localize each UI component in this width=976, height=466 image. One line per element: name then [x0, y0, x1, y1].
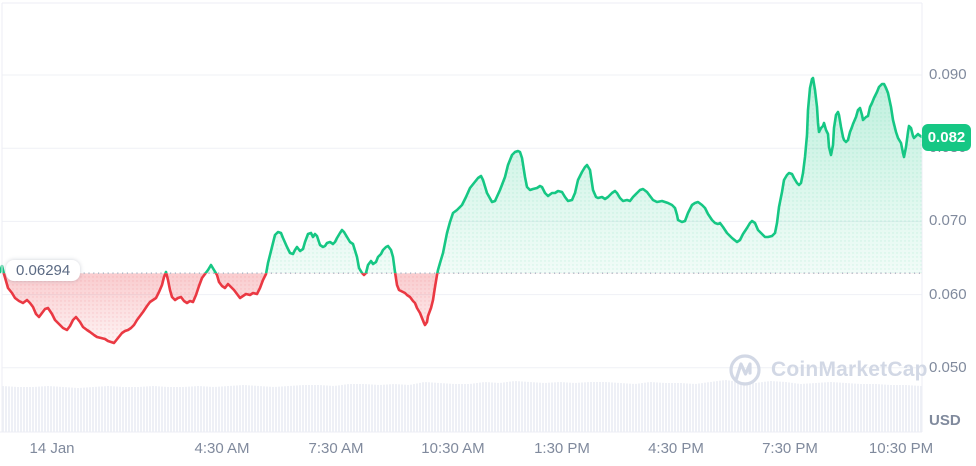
current-price-badge: 0.082 — [922, 124, 971, 151]
volume-bars — [2, 380, 922, 432]
price-area-down-dots — [3, 273, 438, 343]
y-axis-tick-label: 0.090 — [929, 66, 967, 83]
x-axis-tick-label: 10:30 PM — [868, 440, 934, 457]
price-line-up — [0, 76, 922, 274]
x-axis-tick-label: 4:30 PM — [648, 440, 704, 457]
y-axis-tick-label: 0.070 — [929, 212, 967, 230]
y-axis-tick-label: 0.050 — [929, 358, 967, 376]
price-area-up-dots — [0, 78, 922, 274]
x-axis-tick-label: 10:30 AM — [421, 440, 485, 457]
baseline-price-label: 0.06294 — [6, 260, 81, 281]
currency-unit-label: USD — [929, 412, 961, 429]
x-axis-tick-label: 4:30 AM — [194, 440, 250, 457]
x-axis-tick-label: 14 Jan — [29, 440, 75, 457]
plot-borders — [0, 2, 923, 433]
x-axis-tick-label: 7:30 AM — [308, 440, 364, 457]
y-axis-tick-label: 0.060 — [929, 285, 967, 303]
x-axis-tick-label: 1:30 PM — [534, 440, 590, 457]
price-line-down — [0, 273, 439, 345]
x-axis-tick-label: 7:30 PM — [762, 440, 818, 457]
